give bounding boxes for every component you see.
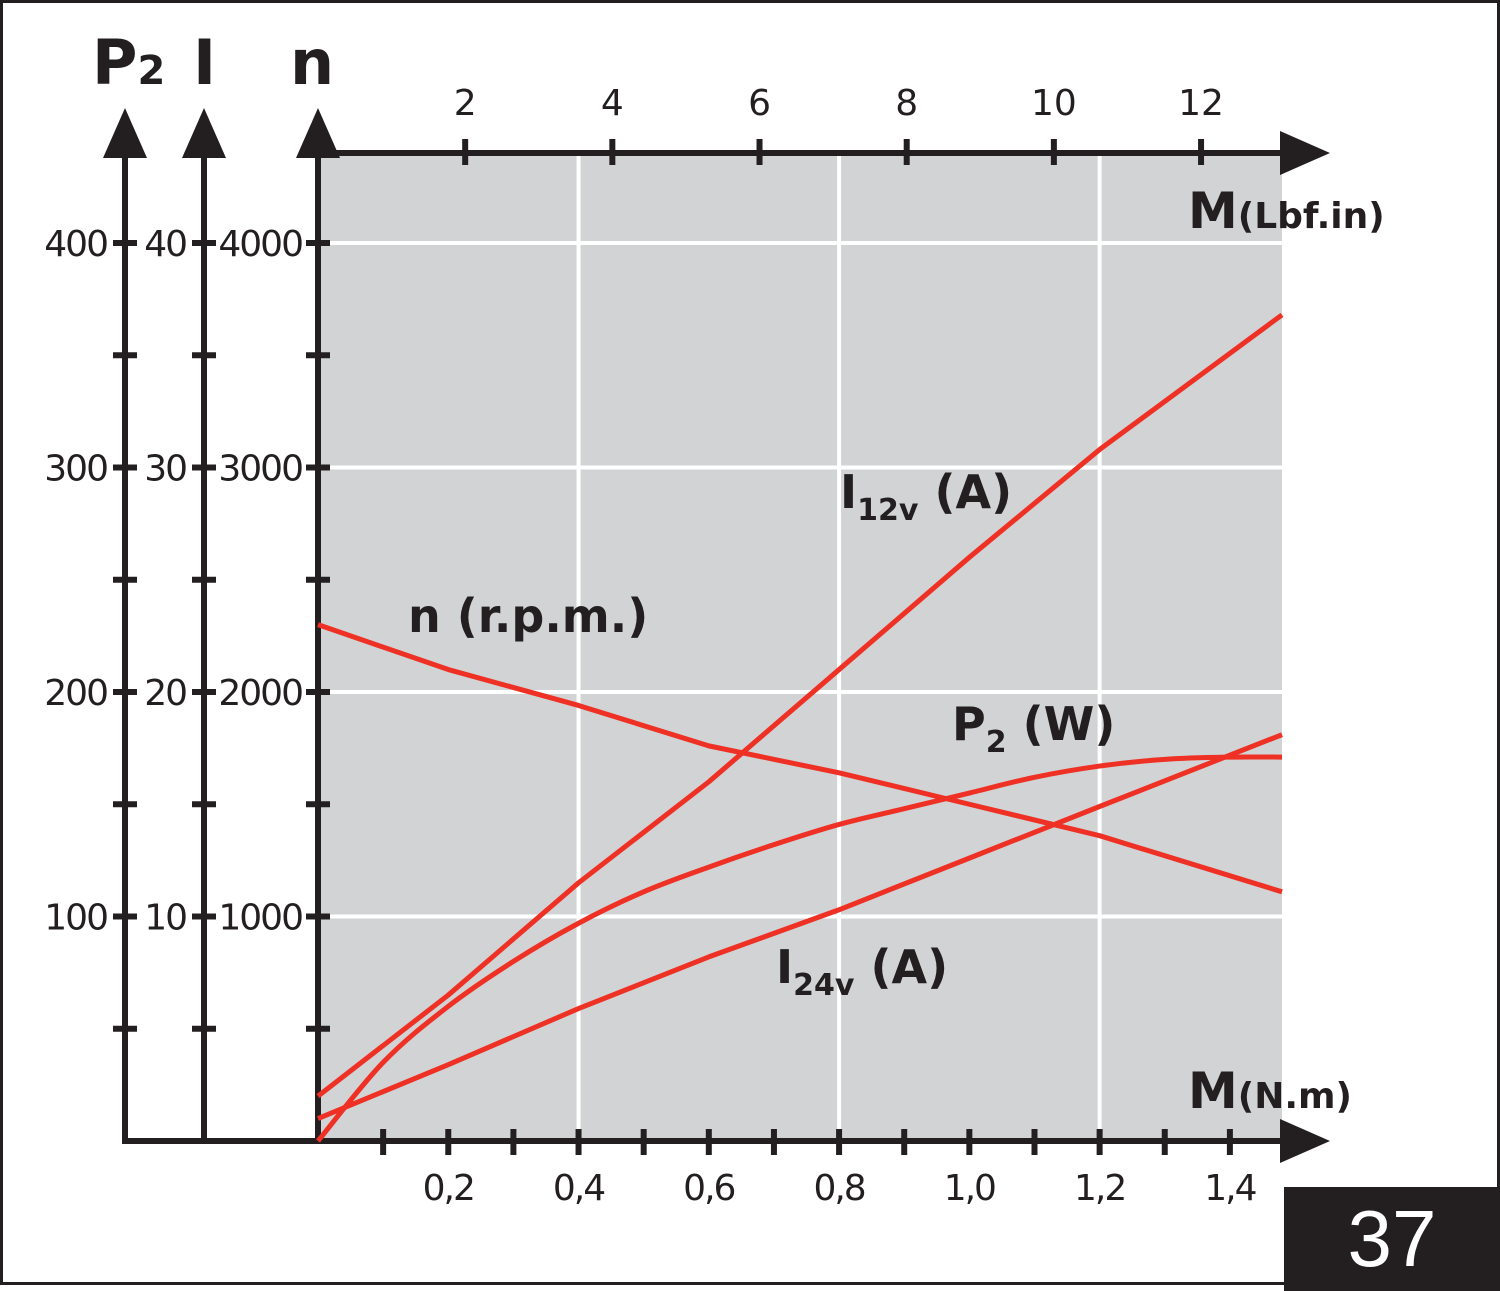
- y-axis-n-tick-label: 1000: [218, 898, 302, 939]
- y-axis-i-tick-label: 40: [144, 224, 186, 265]
- x-bottom-tick-label: 1,4: [1204, 1168, 1255, 1209]
- x-bottom-tick-label: 0,2: [423, 1168, 474, 1209]
- page-number-badge: 37: [1284, 1187, 1500, 1291]
- series-n-rpm: [317, 622, 1283, 895]
- y-axis-title-i: I: [193, 26, 216, 99]
- series-label-n-rpm: n (r.p.m.): [408, 589, 648, 643]
- x-bottom-axis-arrow: [1280, 1119, 1330, 1163]
- y-axis-i-tick-label: 20: [144, 673, 186, 714]
- x-bottom-tick-label: 0,8: [813, 1168, 864, 1209]
- y-axis-n-tick-label: 4000: [218, 224, 302, 265]
- y-axis-p2-arrow: [103, 108, 147, 158]
- plot-area: [318, 153, 1282, 1141]
- x-bottom-axis-title: M(N.m): [1188, 1062, 1352, 1120]
- series-label-p2: P2 (W): [952, 697, 1115, 760]
- y-axis-p2-tick-label: 200: [44, 673, 107, 714]
- x-top-axis-title: M(Lbf.in): [1188, 182, 1385, 240]
- y-axis-i-arrow: [182, 108, 226, 158]
- y-axis-p2-tick-label: 100: [44, 898, 107, 939]
- data-series: [316, 312, 1284, 1143]
- y-axis-n-tick-label: 2000: [218, 673, 302, 714]
- axis-ticks: [113, 139, 1233, 1155]
- x-top-tick-label: 12: [1178, 83, 1224, 124]
- x-top-tick-label: 4: [601, 83, 624, 124]
- axes: [103, 108, 1330, 1163]
- y-axis-p2-tick-label: 300: [44, 449, 107, 490]
- tick-labels: 0,2 0,4 0,6 0,8 1,0 1,2 1,4 2 4 6 8 10 12 100 200 300 40…: [44, 83, 1257, 1209]
- series-label-i24v: I24v (A): [776, 940, 948, 1003]
- x-bottom-tick-label: 0,6: [683, 1168, 734, 1209]
- y-axis-i-tick-label: 30: [144, 449, 186, 490]
- x-top-tick-label: 8: [895, 83, 918, 124]
- y-axis-title-p2: P2: [92, 26, 165, 99]
- y-axis-n-arrow: [296, 108, 340, 158]
- y-axis-i-tick-label: 10: [144, 898, 186, 939]
- x-top-tick-label: 10: [1031, 83, 1077, 124]
- x-top-tick-label: 2: [454, 83, 477, 124]
- x-top-tick-label: 6: [748, 83, 771, 124]
- y-axis-p2-tick-label: 400: [44, 224, 107, 265]
- series-p2: [316, 754, 1283, 1143]
- x-bottom-tick-label: 0,4: [553, 1168, 604, 1209]
- series-label-i12v: I12v (A): [840, 465, 1012, 528]
- series-i12v: [316, 312, 1284, 1099]
- x-bottom-tick-label: 1,2: [1074, 1168, 1125, 1209]
- y-axis-n-tick-label: 3000: [218, 449, 302, 490]
- series-i24v: [317, 732, 1283, 1121]
- x-bottom-tick-label: 1,0: [944, 1168, 995, 1209]
- y-axis-title-n: n: [290, 26, 334, 99]
- x-top-axis-arrow: [1280, 131, 1330, 175]
- grid-lines: [318, 153, 1282, 1141]
